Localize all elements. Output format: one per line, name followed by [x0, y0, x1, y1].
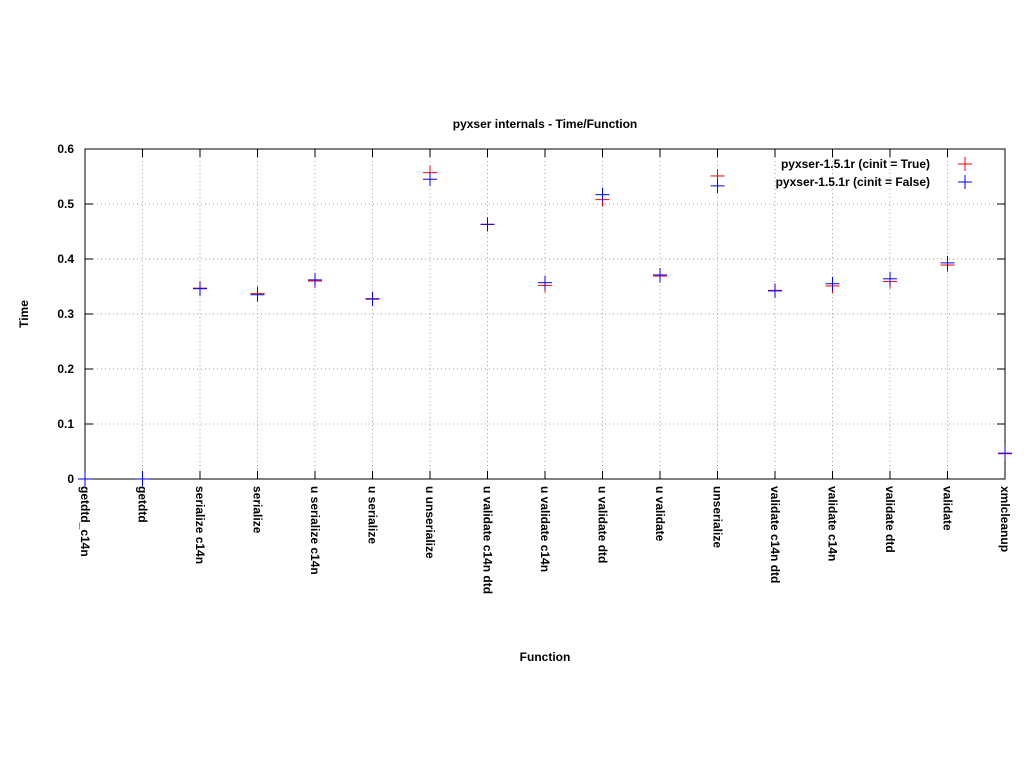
x-tick-label: getdtd: [135, 486, 149, 523]
x-tick-label: u validate: [653, 486, 667, 542]
data-point: [883, 271, 897, 286]
x-tick-label: validate c14n: [825, 486, 839, 561]
chart-title: pyxser internals - Time/Function: [453, 117, 638, 131]
data-point: [308, 272, 322, 287]
y-tick-label: 0.5: [57, 197, 74, 211]
points-layer: [78, 165, 1012, 486]
data-point: [193, 281, 207, 296]
data-point: [998, 446, 1012, 461]
legend-label: pyxser-1.5.1r (cinit = False): [776, 175, 930, 189]
x-tick-label: u serialize c14n: [308, 486, 322, 575]
data-point: [135, 472, 150, 486]
y-tick-label: 0.6: [57, 142, 74, 156]
data-point: [653, 267, 667, 282]
x-tick-label: validate c14n dtd: [768, 486, 782, 583]
legend-marker: [958, 157, 972, 171]
y-tick-label: 0: [67, 472, 74, 486]
data-point: [710, 178, 725, 193]
x-tick-label: validate: [940, 486, 954, 531]
y-tick-label: 0.3: [57, 307, 74, 321]
x-tick-label: validate dtd: [883, 486, 897, 553]
x-tick-label: u serialize: [365, 486, 379, 544]
legend-marker: [958, 175, 972, 189]
x-tick-label: u validate dtd: [595, 486, 609, 563]
y-axis-label: Time: [17, 300, 31, 328]
data-point: [365, 292, 380, 307]
data-point: [78, 472, 92, 486]
x-tick-label: serialize c14n: [193, 486, 207, 564]
legend-label: pyxser-1.5.1r (cinit = True): [781, 157, 930, 171]
grid-layer: [85, 149, 1005, 479]
data-point: [480, 217, 495, 232]
x-tick-label: u unserialize: [423, 486, 437, 559]
x-axis-label: Function: [520, 650, 571, 664]
data-point: [768, 283, 782, 298]
y-tick-label: 0.1: [57, 417, 74, 431]
x-tick-label: xmlcleanup: [998, 486, 1012, 552]
data-point: [250, 287, 265, 302]
x-tick-label: getdtd_c14n: [78, 486, 92, 557]
data-point: [940, 255, 955, 270]
y-tick-labels: 0 0.1 0.2 0.3 0.4 0.5 0.6: [57, 142, 74, 486]
data-point: [595, 187, 610, 202]
x-tick-label: serialize: [250, 486, 264, 534]
x-tick-label: u validate c14n: [538, 486, 552, 572]
data-point: [538, 275, 552, 290]
y-tick-label: 0.4: [57, 252, 74, 266]
x-tick-label: u validate c14n dtd: [480, 486, 494, 594]
y-tick-label: 0.2: [57, 362, 74, 376]
data-point: [825, 276, 840, 291]
legend: pyxser-1.5.1r (cinit = True) pyxser-1.5.…: [776, 157, 972, 189]
x-tick-label: unserialize: [710, 486, 724, 548]
data-point: [423, 172, 437, 187]
x-tick-labels: getdtd_c14n getdtd serialize c14n serialize…: [78, 486, 1012, 594]
